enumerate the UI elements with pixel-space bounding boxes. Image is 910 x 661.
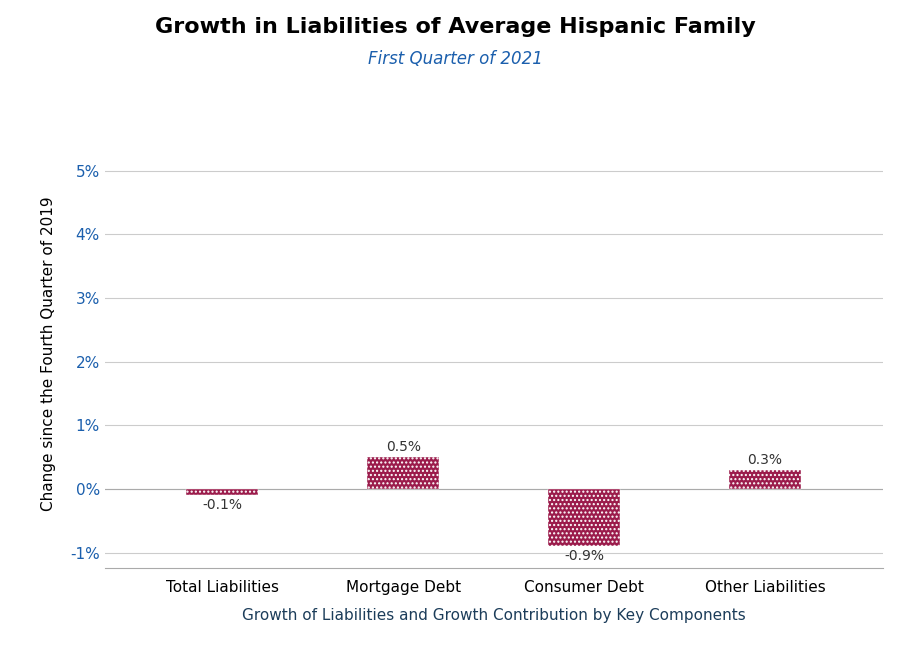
Bar	[186, 489, 258, 495]
Text: -0.9%: -0.9%	[564, 549, 604, 563]
Bar	[367, 457, 440, 489]
Text: First Quarter of 2021: First Quarter of 2021	[368, 50, 542, 67]
Text: of: of	[107, 635, 119, 648]
Text: Growth in Liabilities of Average Hispanic Family: Growth in Liabilities of Average Hispani…	[155, 17, 755, 36]
Text: 0.5%: 0.5%	[386, 440, 420, 454]
Text: Federal Reserve Bank: Federal Reserve Bank	[11, 635, 151, 648]
X-axis label: Growth of Liabilities and Growth Contribution by Key Components: Growth of Liabilities and Growth Contrib…	[242, 609, 745, 623]
Text: 0.3%: 0.3%	[748, 453, 783, 467]
Text: St. Louis: St. Louis	[121, 635, 174, 648]
Bar	[548, 489, 621, 546]
Bar	[729, 470, 802, 489]
Text: -0.1%: -0.1%	[202, 498, 242, 512]
Y-axis label: Change since the Fourth Quarter of 2019: Change since the Fourth Quarter of 2019	[41, 196, 56, 511]
